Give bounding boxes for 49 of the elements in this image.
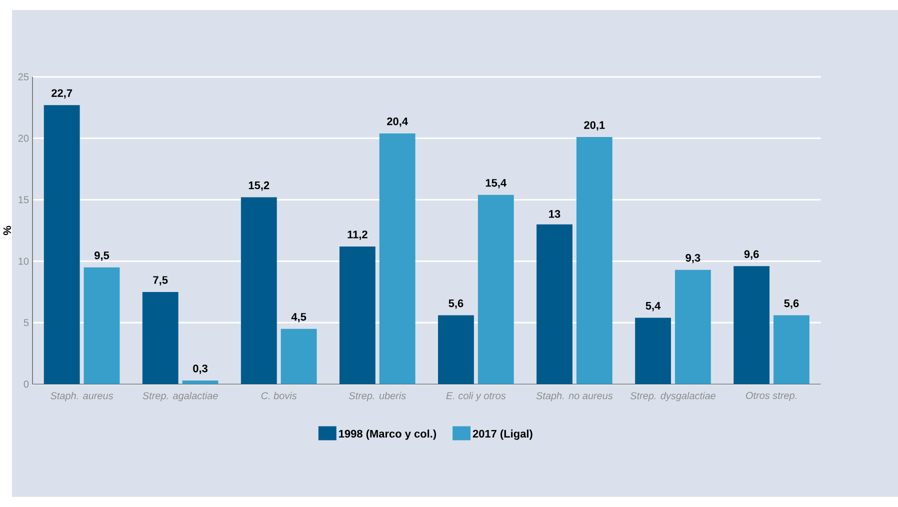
data-label: 9,5 (94, 252, 110, 261)
data-label: 20,4 (387, 118, 408, 127)
data-label: 11,2 (348, 230, 368, 240)
y-tick-label: 15 (18, 196, 29, 204)
y-tick-label: 20 (18, 134, 29, 142)
legend-label: 1998 (Marco y col.) (339, 430, 436, 440)
data-label: 5,6 (784, 300, 799, 309)
x-tick-label: Strep. dysgalactiae (630, 392, 716, 402)
bar (438, 315, 474, 384)
data-label: 15,2 (248, 181, 270, 191)
data-label: 9,6 (744, 250, 759, 260)
data-label: 9,3 (686, 254, 700, 264)
data-label: 0,3 (193, 364, 208, 374)
x-tick-label: Strep. agalactiae (142, 392, 218, 402)
bar (182, 380, 218, 384)
x-tick-label: Staph. no aureus (536, 392, 613, 402)
x-tick-label: E. coli y otros (446, 392, 506, 402)
y-tick-label: 10 (18, 258, 29, 265)
x-tick-label: Staph. aureus (50, 392, 114, 402)
bar (142, 292, 178, 384)
data-label: 20,1 (584, 121, 605, 131)
bar (478, 194, 514, 384)
data-label: 5,6 (448, 300, 464, 309)
y-axis-title: % (3, 226, 12, 236)
bar (576, 137, 612, 384)
x-tick-label: Otros strep. (746, 392, 796, 402)
bar (774, 315, 810, 384)
bar (674, 270, 711, 384)
legend-label: 2017 (Ligal) (472, 430, 532, 440)
bar (536, 224, 572, 384)
data-label: 22,7 (52, 89, 72, 99)
bar (240, 197, 277, 384)
y-tick-label: 5 (24, 319, 29, 326)
bar (44, 105, 80, 384)
y-tick-label: 25 (18, 73, 29, 80)
data-label: 15,4 (486, 179, 506, 188)
data-label: 4,5 (291, 313, 306, 322)
bar (339, 246, 376, 384)
x-tick-label: Strep. uberis (348, 392, 406, 402)
bar (635, 318, 671, 384)
bar (734, 266, 770, 384)
bar (379, 133, 416, 384)
y-tick-label: 0 (24, 380, 29, 388)
data-label: 13 (549, 210, 560, 218)
data-label: 7,5 (153, 276, 168, 286)
data-label: 5,4 (646, 302, 661, 312)
x-tick-label: C. bovis (261, 392, 297, 400)
bar (84, 267, 120, 384)
bar (280, 328, 317, 384)
